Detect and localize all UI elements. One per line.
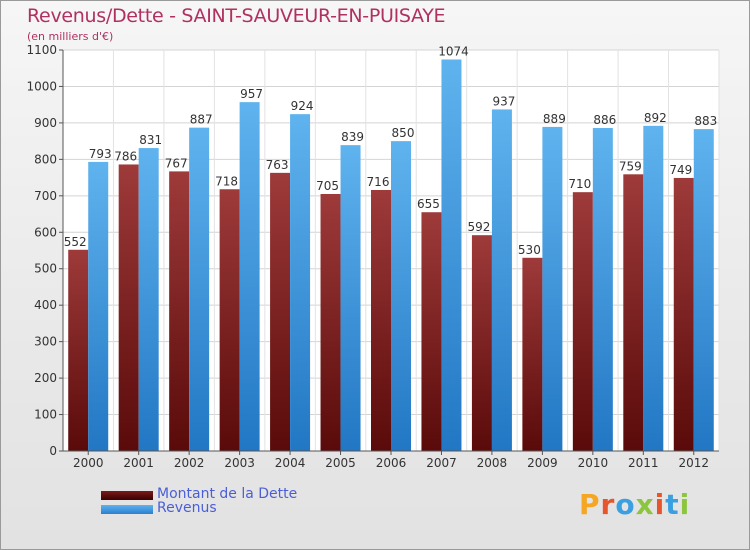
bars (68, 59, 714, 452)
value-label-revenue-2011: 892 (644, 111, 667, 125)
bar-debt-2004 (270, 172, 291, 452)
x-tick-label-2005: 2005 (325, 456, 356, 470)
x-tick-label-2009: 2009 (527, 456, 558, 470)
bar-revenue-2010 (592, 128, 613, 451)
value-label-debt-2002: 767 (165, 156, 188, 170)
value-label-revenue-2002: 887 (190, 113, 213, 127)
bar-revenue-2004 (290, 114, 311, 451)
x-tick-label-2007: 2007 (426, 456, 457, 470)
bar-revenue-2005 (340, 145, 361, 451)
value-label-revenue-2001: 831 (139, 133, 162, 147)
y-tick-label: 1100 (26, 43, 57, 57)
bar-revenue-2001 (138, 148, 159, 451)
x-tick-label-2011: 2011 (628, 456, 659, 470)
bar-revenue-2012 (693, 129, 714, 451)
bar-debt-2001 (118, 164, 139, 451)
value-label-debt-2000: 552 (64, 235, 87, 249)
x-tick-label-2012: 2012 (678, 456, 709, 470)
legend-swatch-revenue (101, 505, 153, 514)
x-tick-label-2008: 2008 (477, 456, 508, 470)
bar-debt-2012 (673, 177, 694, 452)
y-tick-label: 600 (34, 225, 57, 239)
bar-debt-2007 (421, 212, 442, 451)
bar-debt-2009 (522, 257, 543, 451)
x-tick-label-2002: 2002 (174, 456, 205, 470)
y-tick-label: 200 (34, 371, 57, 385)
value-label-debt-2005: 705 (316, 179, 339, 193)
legend-label-revenue: Revenus (157, 500, 217, 516)
bar-debt-2005 (320, 193, 341, 451)
logo-letter: o (615, 488, 636, 521)
value-label-debt-2011: 759 (619, 159, 642, 173)
y-tick-label: 700 (34, 189, 57, 203)
value-label-revenue-2012: 883 (694, 114, 717, 128)
y-tick-label: 100 (34, 408, 57, 422)
logo-letter: t (665, 488, 680, 521)
value-label-revenue-2003: 957 (240, 87, 263, 101)
legend-label-debt: Montant de la Dette (157, 486, 298, 502)
value-label-debt-2012: 749 (669, 163, 692, 177)
value-label-debt-2004: 763 (266, 158, 289, 172)
bar-revenue-2009 (542, 126, 563, 451)
value-label-revenue-2004: 924 (291, 99, 314, 113)
bar-revenue-2002 (189, 127, 210, 451)
chart-title: Revenus/Dette - SAINT-SAUVEUR-EN-PUISAYE (27, 5, 446, 27)
value-label-debt-2003: 718 (215, 174, 238, 188)
x-tick-label-2006: 2006 (376, 456, 407, 470)
logo-letter: i (654, 488, 666, 521)
bar-debt-2010 (572, 192, 593, 451)
logo-letter: i (679, 488, 691, 521)
x-tick-label-2003: 2003 (224, 456, 255, 470)
x-tick-label-2001: 2001 (123, 456, 154, 470)
bar-debt-2006 (371, 189, 391, 451)
value-label-debt-2009: 530 (518, 243, 541, 257)
x-tick-label-2010: 2010 (578, 456, 609, 470)
y-tick-label: 1000 (26, 79, 57, 93)
value-label-revenue-2010: 886 (593, 113, 616, 127)
value-label-revenue-2009: 889 (543, 112, 566, 126)
y-tick-label: 500 (34, 262, 57, 276)
bar-revenue-2003 (239, 102, 260, 451)
value-label-revenue-2006: 850 (392, 126, 415, 140)
axes: 0 100 200 300 400 500 600 700 800 900 1000 1100 2000… (26, 43, 719, 470)
legend-swatch-debt (101, 491, 153, 500)
y-tick-label: 800 (34, 152, 57, 166)
bar-debt-2008 (471, 235, 492, 451)
logo-letter: P (579, 488, 601, 521)
value-label-debt-2006: 716 (367, 175, 390, 189)
proxiti-logo: Proxiti (579, 488, 690, 521)
value-label-debt-2007: 655 (417, 197, 440, 211)
value-label-revenue-2000: 793 (89, 147, 112, 161)
value-label-revenue-2005: 839 (341, 130, 364, 144)
y-tick-label: 0 (49, 444, 57, 458)
bar-debt-2003 (219, 189, 240, 452)
logo-letter: r (600, 488, 616, 521)
value-label-debt-2008: 592 (467, 220, 490, 234)
bar-revenue-2008 (491, 109, 512, 452)
bar-revenue-2011 (643, 125, 664, 452)
chart-subtitle: (en milliers d'€) (27, 30, 114, 43)
value-label-debt-2001: 786 (114, 149, 137, 163)
y-tick-label: 900 (34, 116, 57, 130)
value-label-revenue-2007: 1074 (438, 44, 469, 58)
bar-debt-2000 (68, 249, 89, 451)
bar-debt-2011 (623, 174, 644, 451)
value-label-debt-2010: 710 (568, 177, 591, 191)
bar-debt-2002 (169, 171, 190, 452)
y-tick-label: 400 (34, 298, 57, 312)
logo-letter: x (635, 488, 655, 521)
y-tick-label: 300 (34, 335, 57, 349)
x-tick-label-2004: 2004 (275, 456, 306, 470)
value-label-revenue-2008: 937 (492, 94, 515, 108)
bar-revenue-2006 (391, 141, 411, 452)
bar-revenue-2007 (441, 59, 462, 451)
x-tick-label-2000: 2000 (73, 456, 104, 470)
bar-revenue-2000 (88, 161, 109, 451)
